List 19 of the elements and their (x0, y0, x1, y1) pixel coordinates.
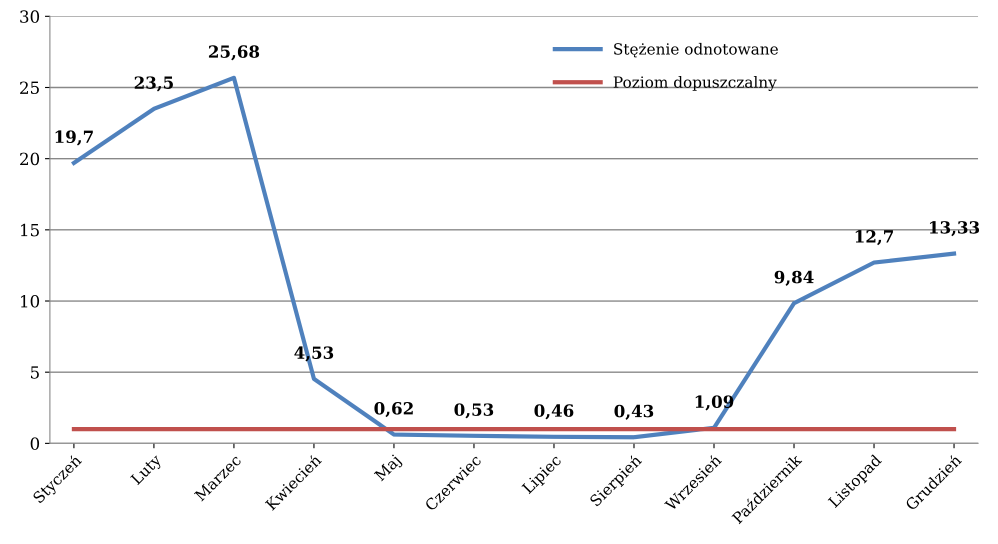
y-tick-label: 15 (21, 224, 39, 236)
data-label: 12,7 (856, 230, 893, 246)
data-label: 0,62 (374, 402, 413, 418)
legend-label: Stężenie odnotowane (614, 42, 778, 58)
y-tick-label: 10 (21, 294, 40, 308)
legend-label: Poziom dopuszczalny (614, 76, 777, 92)
data-label: 0,43 (614, 404, 654, 420)
data-label: 13,33 (930, 221, 980, 236)
data-label: 25,68 (208, 45, 260, 60)
data-label: 23,5 (134, 76, 173, 92)
y-tick-label: 30 (20, 10, 40, 23)
y-tick-label: 20 (20, 152, 40, 166)
y-tick-label: 5 (30, 366, 39, 379)
data-label: 0,53 (454, 403, 494, 418)
data-label: 0,46 (534, 404, 574, 420)
y-tick-label: 0 (30, 437, 40, 450)
y-tick-label: 25 (20, 81, 39, 94)
data-label: 9,84 (774, 270, 814, 286)
data-label: 19,7 (56, 130, 93, 146)
